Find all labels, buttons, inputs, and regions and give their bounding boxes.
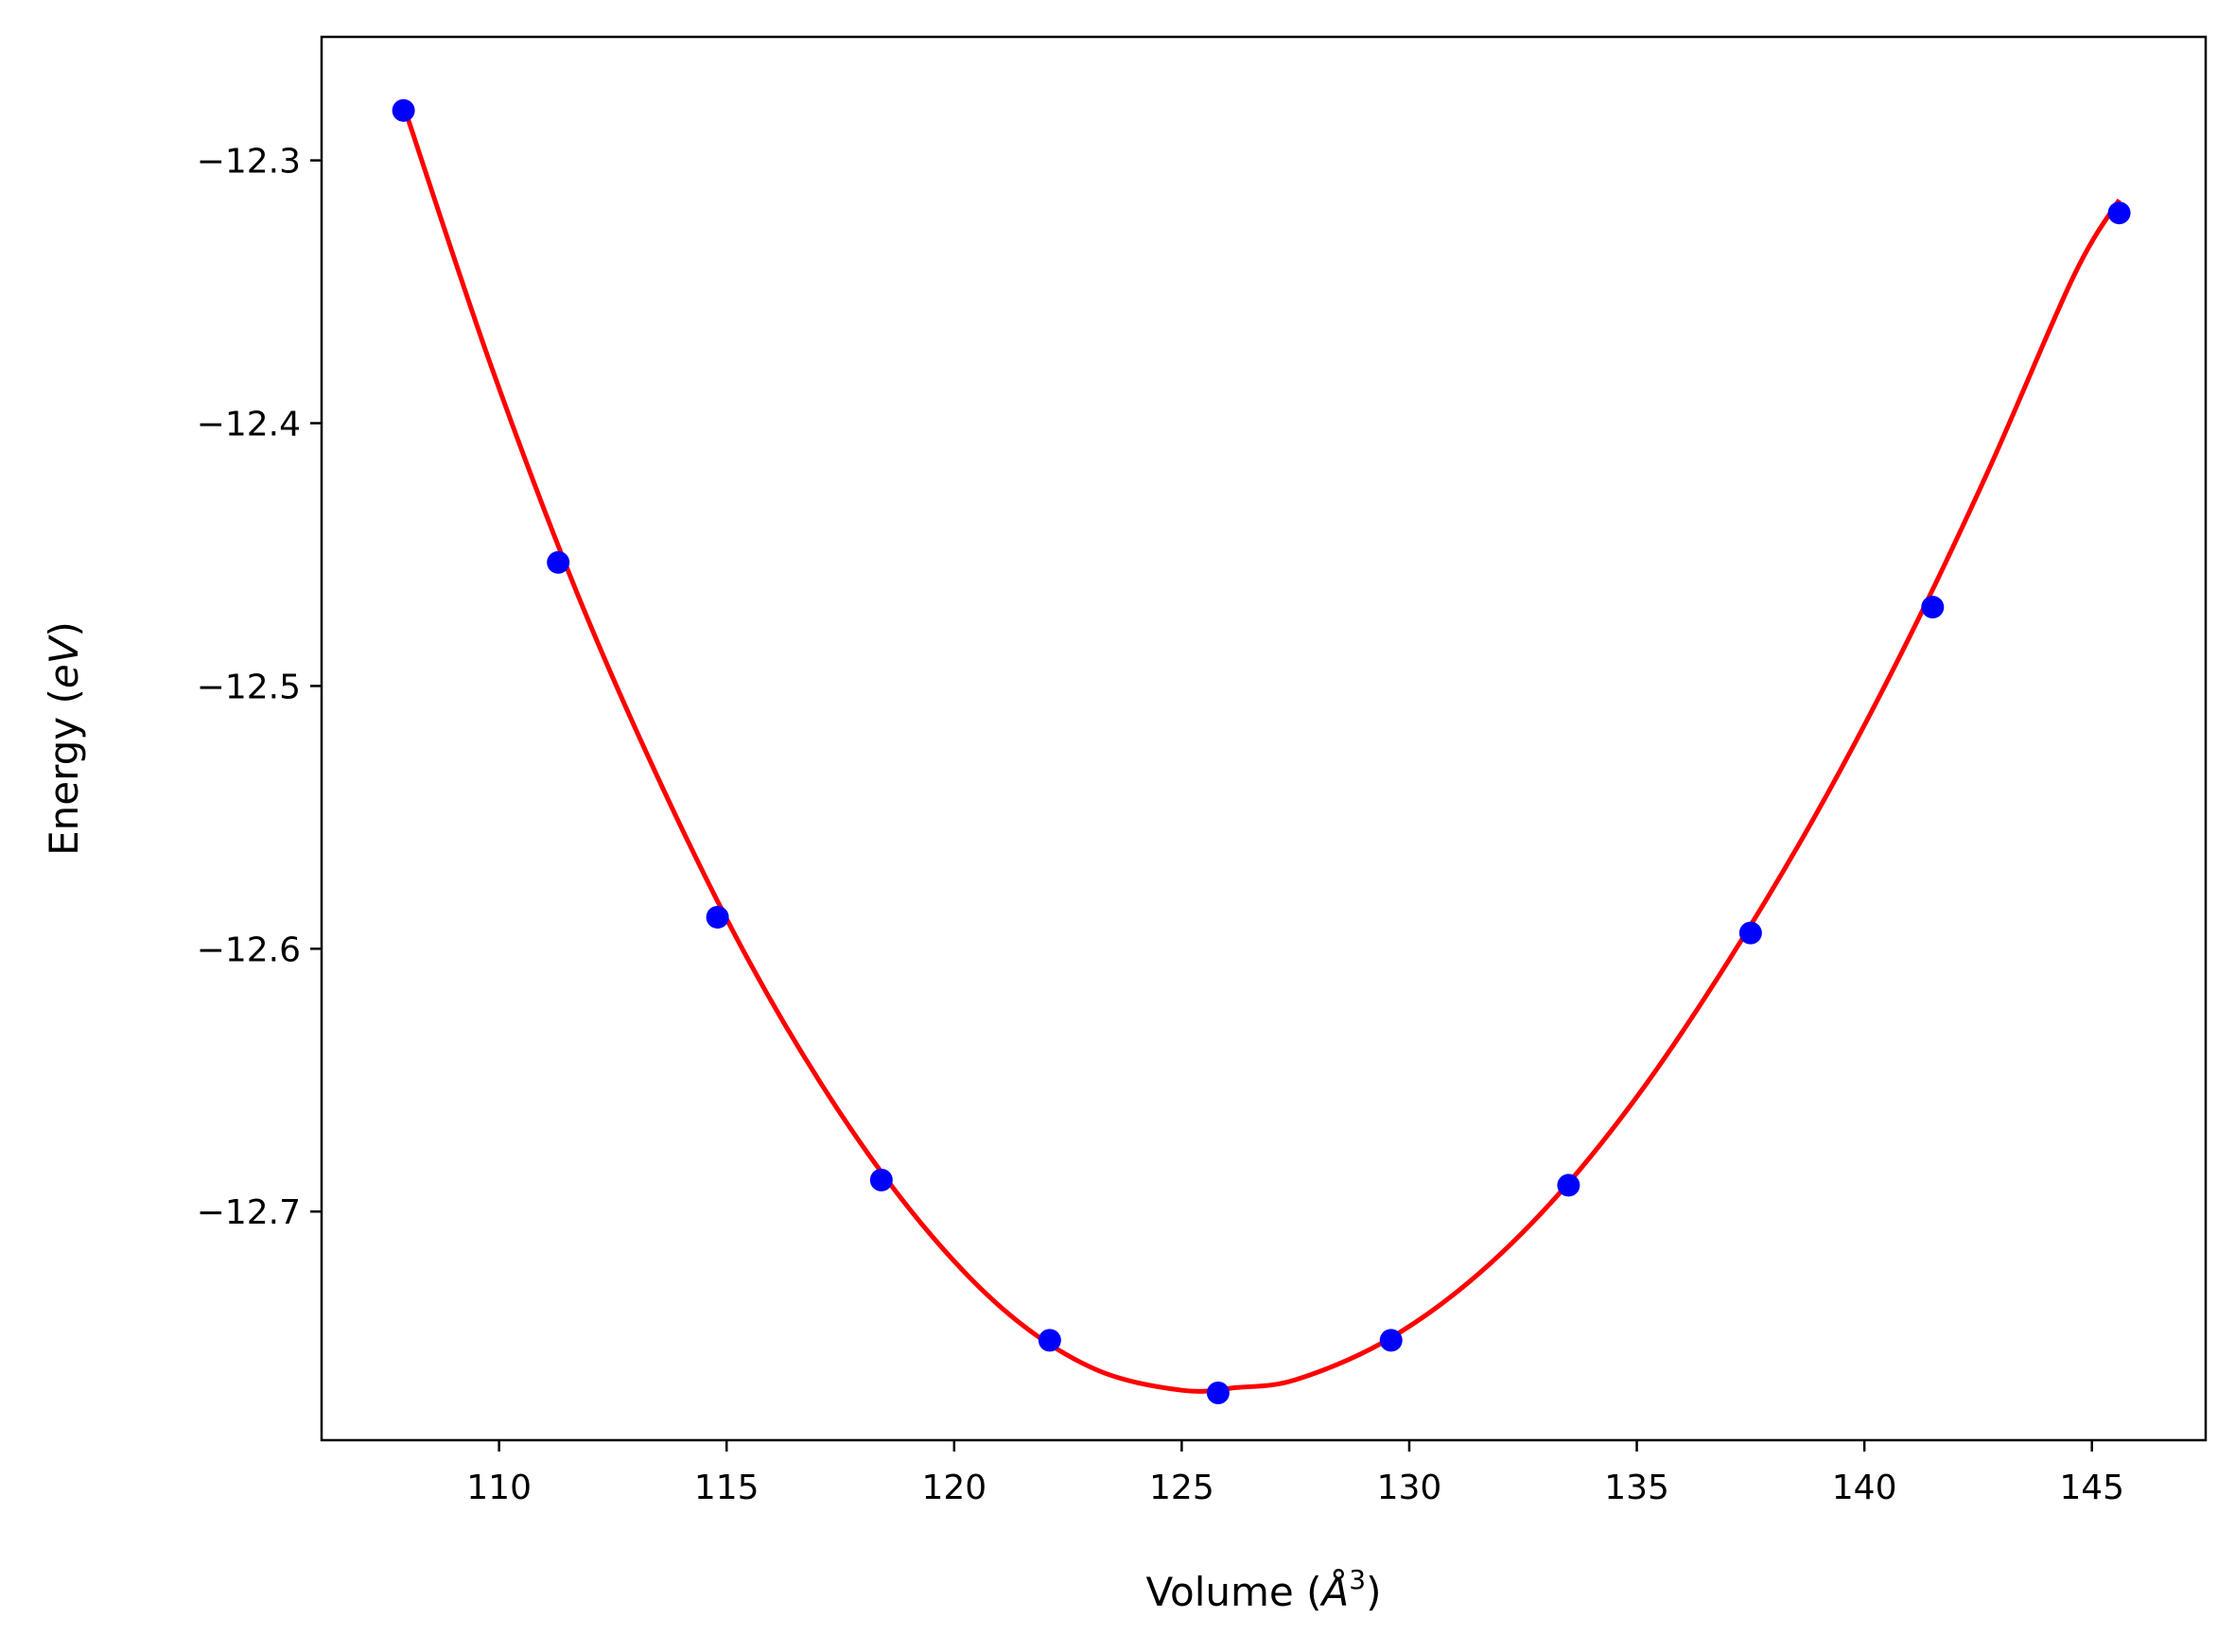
y-tick-label: −12.5 xyxy=(197,668,301,706)
x-tick-label: 125 xyxy=(1149,1469,1214,1507)
x-tick-label: 120 xyxy=(921,1469,987,1507)
plot-area xyxy=(392,98,2131,1404)
x-tick-label: 115 xyxy=(694,1469,760,1507)
x-tick-label: 110 xyxy=(466,1469,532,1507)
data-point xyxy=(706,905,729,929)
y-tick-label: −12.3 xyxy=(197,143,301,182)
y-axis-label-prefix: Energy ( xyxy=(41,688,87,856)
x-axis-label: Volume (Å3) xyxy=(1146,1564,1382,1615)
x-tick-label: 145 xyxy=(2059,1469,2124,1507)
x-axis-label-symbol: Å xyxy=(1319,1568,1350,1615)
x-axis-label-suffix: ) xyxy=(1366,1569,1381,1615)
axes-frame xyxy=(320,35,2208,1442)
data-point xyxy=(1379,1329,1403,1352)
data-point xyxy=(869,1168,893,1191)
data-point xyxy=(1738,921,1762,945)
y-tick-label: −12.6 xyxy=(197,930,301,969)
data-point xyxy=(392,98,415,122)
x-axis-label-superscript: 3 xyxy=(1349,1564,1366,1595)
x-axis-label-prefix: Volume ( xyxy=(1146,1569,1322,1615)
y-axis: −12.3 −12.4 −12.5 −12.6 −12.7 xyxy=(197,143,322,1232)
data-point xyxy=(1557,1174,1580,1197)
data-point xyxy=(1038,1329,1061,1352)
y-axis-label-symbol: eV xyxy=(41,634,87,688)
x-tick-label: 140 xyxy=(1832,1469,1897,1507)
fit-curve-line xyxy=(401,104,2122,1394)
y-tick-label: −12.7 xyxy=(197,1193,301,1232)
data-point xyxy=(2107,201,2131,225)
data-point xyxy=(1206,1381,1230,1404)
y-axis-label: Energy (eV) xyxy=(41,621,87,856)
x-axis: 110 115 120 125 130 135 140 145 xyxy=(466,1440,2124,1507)
x-tick-label: 130 xyxy=(1377,1469,1442,1507)
x-tick-label: 135 xyxy=(1604,1469,1669,1507)
data-point xyxy=(547,550,570,574)
y-tick-label: −12.4 xyxy=(197,406,301,444)
y-axis-label-suffix: ) xyxy=(41,621,87,636)
data-point xyxy=(1921,596,1945,619)
